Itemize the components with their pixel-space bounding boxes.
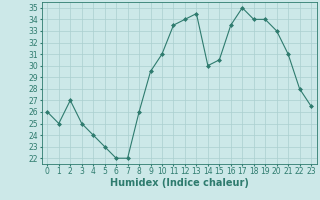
X-axis label: Humidex (Indice chaleur): Humidex (Indice chaleur) [110,178,249,188]
